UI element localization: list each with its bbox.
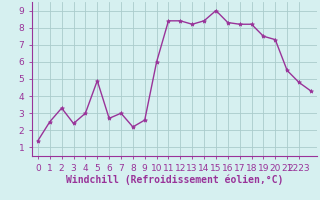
X-axis label: Windchill (Refroidissement éolien,°C): Windchill (Refroidissement éolien,°C)	[66, 174, 283, 185]
